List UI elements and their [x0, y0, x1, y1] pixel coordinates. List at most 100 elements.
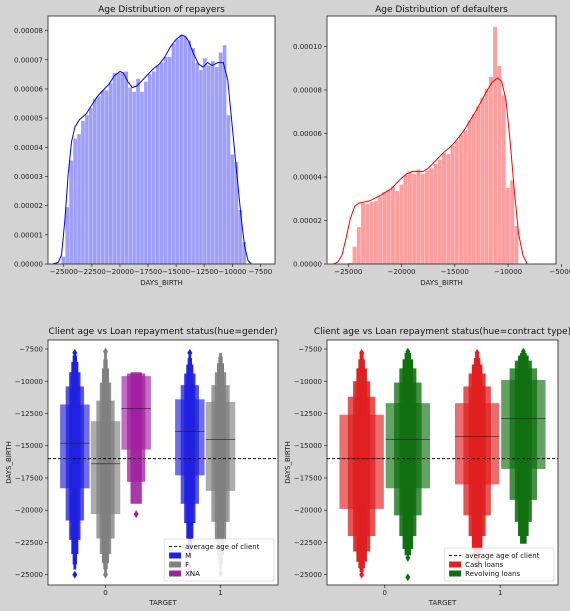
y-tick-label: 0.00002: [293, 217, 322, 225]
histogram-bar: [191, 48, 195, 264]
x-tick-label: −10000: [494, 268, 522, 276]
histogram-bar: [108, 83, 113, 264]
histogram-bar: [382, 192, 387, 264]
histogram-bar: [148, 74, 152, 264]
histogram-bar: [242, 242, 247, 264]
y-tick-label: −10000: [15, 378, 43, 386]
histogram-bar: [151, 71, 156, 264]
y-tick-label: −7500: [298, 346, 322, 354]
histogram-bar: [407, 171, 412, 264]
histogram-bar: [446, 154, 451, 264]
outlier-point: [133, 510, 139, 519]
histogram-bar: [471, 113, 476, 264]
legend-label: average age of client: [465, 552, 540, 560]
x-tick-label: −5000: [549, 268, 570, 276]
histogram-bar: [77, 134, 81, 264]
histogram-bar: [65, 207, 70, 264]
histogram-bar: [403, 174, 408, 264]
histogram-bar: [416, 169, 421, 264]
boxen-box: [219, 352, 222, 570]
histogram-bar: [234, 161, 239, 264]
legend-box: [163, 538, 275, 582]
histogram-bar: [104, 90, 109, 264]
outlier-point: [72, 348, 78, 357]
histogram-bar: [514, 225, 519, 264]
histogram-bar: [361, 203, 366, 264]
x-tick-label: −7500: [249, 268, 273, 276]
histogram-bar: [386, 190, 391, 264]
histogram-bar: [505, 187, 510, 264]
y-tick-label: 0.00003: [14, 173, 43, 181]
y-axis-label: DAYS_BIRTH: [284, 441, 292, 484]
x-tick-label: 0: [383, 589, 387, 597]
boxen-box: [188, 354, 192, 558]
outlier-point: [103, 347, 108, 356]
histogram-bar: [348, 262, 353, 264]
y-tick-label: −12500: [15, 410, 43, 418]
x-tick-label: −20000: [106, 268, 134, 276]
y-tick-label: −25000: [15, 571, 43, 579]
y-axis-label: DAYS_BIRTH: [5, 441, 13, 484]
histogram-bar: [352, 246, 357, 264]
histogram-bar: [378, 196, 383, 264]
legend-swatch: [169, 561, 182, 568]
plot-marks: [333, 26, 528, 264]
chart-title: Client age vs Loan repayment status(hue=…: [49, 327, 278, 337]
x-tick-label: 0: [103, 589, 107, 597]
y-tick-label: −17500: [15, 474, 43, 482]
histogram-bar: [433, 163, 438, 264]
chart-title: Age Distribution of defaulters: [375, 5, 508, 15]
histogram-bar: [61, 256, 66, 264]
histogram-bar: [424, 170, 429, 264]
x-tick-label: −15000: [441, 268, 469, 276]
legend-label: Cash loans: [465, 561, 503, 569]
y-tick-label: 0.00002: [14, 202, 43, 210]
boxen-box: [73, 351, 77, 570]
plot-marks: [52, 34, 252, 264]
histogram-bar: [476, 106, 481, 264]
outlier-point: [405, 553, 411, 562]
x-tick-label: 1: [498, 589, 502, 597]
outlier-point: [474, 348, 480, 357]
x-axis-label: TARGET: [148, 599, 177, 607]
outlier-point: [187, 348, 193, 357]
legend-swatch: [449, 561, 462, 568]
y-tick-label: −20000: [15, 507, 43, 515]
histogram-bar: [140, 91, 144, 264]
x-axis-label: DAYS_BIRTH: [420, 279, 463, 287]
histogram-bar: [92, 99, 97, 264]
histogram-bar: [207, 65, 211, 264]
outlier-point: [103, 570, 108, 579]
chart-title: Client age vs Loan repayment status(hue=…: [314, 327, 570, 337]
legend-label: F: [185, 561, 189, 569]
histogram-bar: [128, 87, 132, 264]
histogram-bar: [199, 69, 203, 264]
histogram-bar: [480, 97, 485, 264]
histogram-bar: [365, 204, 370, 264]
histogram-bar: [203, 58, 207, 264]
histogram-bar: [112, 72, 117, 264]
boxen-box: [475, 352, 480, 569]
legend-label: XNA: [185, 570, 200, 578]
y-tick-label: 0.00007: [14, 56, 43, 64]
outlier-point: [520, 347, 526, 356]
legend-swatch: [449, 570, 462, 577]
histogram-bar: [442, 153, 446, 264]
histogram-bar: [395, 191, 400, 264]
plot-marks: [327, 347, 558, 582]
plot-frame: [47, 339, 279, 586]
outlier-point: [405, 573, 411, 582]
chart-title: Age Distribution of repayers: [98, 5, 225, 15]
histogram-bar: [399, 184, 404, 264]
outlier-point: [359, 570, 365, 579]
kde-line: [52, 34, 252, 264]
histogram-bar: [73, 138, 77, 264]
y-tick-label: 0.00001: [14, 231, 43, 239]
y-tick-label: −22500: [15, 539, 43, 547]
outlier-point: [405, 347, 411, 356]
y-tick-label: 0.00008: [293, 86, 322, 94]
histogram-bar: [226, 115, 231, 264]
